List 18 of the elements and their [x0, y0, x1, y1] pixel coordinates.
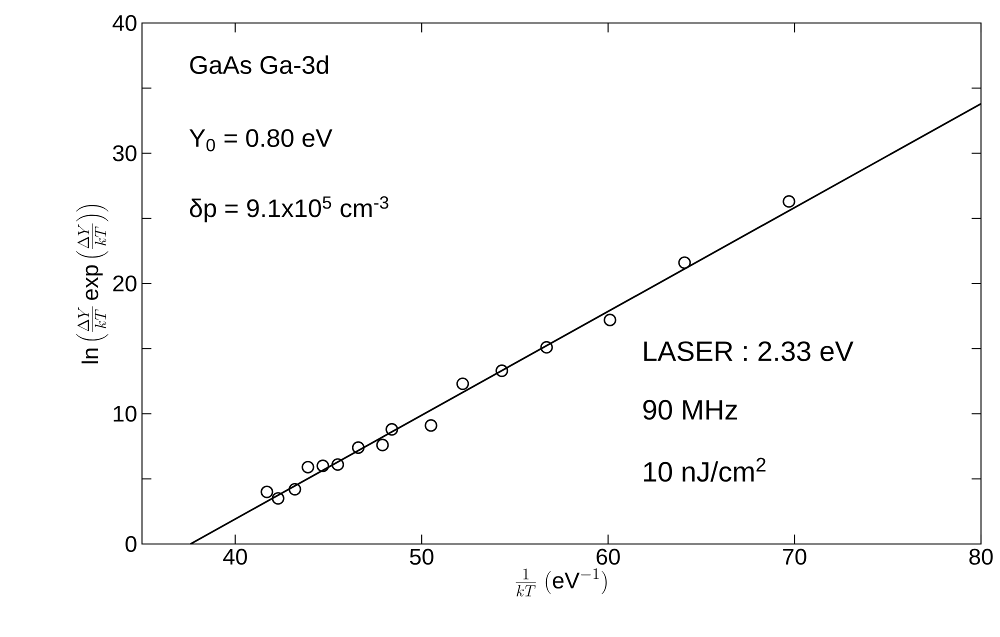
annotation: δp = 9.1x10$^{5}$ cm$^{-3}$ — [190, 196, 388, 222]
annotation: Y$_{0}$ = 0.80 eV — [189, 129, 332, 152]
annotation: 10 nJ/cm$^{2}$ — [644, 458, 766, 482]
y-axis-title: $\ln\left(\frac{\Delta Y}{kT}\exp\left(\frac{\Delta Y}{kT}\right)\right)$ — [76, 204, 108, 364]
y-tick-label: 40 — [112, 14, 136, 32]
annotation: GaAs Ga-3d — [190, 55, 328, 74]
x-tick-label: 40 — [223, 548, 247, 565]
x-tick-label: 70 — [783, 548, 806, 565]
x-tick-label: 80 — [969, 548, 993, 565]
y-tick-label: 10 — [114, 406, 136, 422]
y-tick-label: 0 — [126, 536, 136, 552]
y-tick-label: 30 — [112, 145, 136, 162]
annotation: 90 MHz — [643, 400, 737, 420]
x-tick-label: 60 — [596, 548, 620, 565]
annotation: LASER : 2.33 eV — [644, 341, 854, 362]
x-tick-label: 50 — [410, 548, 434, 565]
x-axis-title: $\frac{1}{kT}\ (\mathrm{eV}^{-1})$ — [516, 568, 607, 596]
y-tick-label: 20 — [113, 275, 136, 292]
